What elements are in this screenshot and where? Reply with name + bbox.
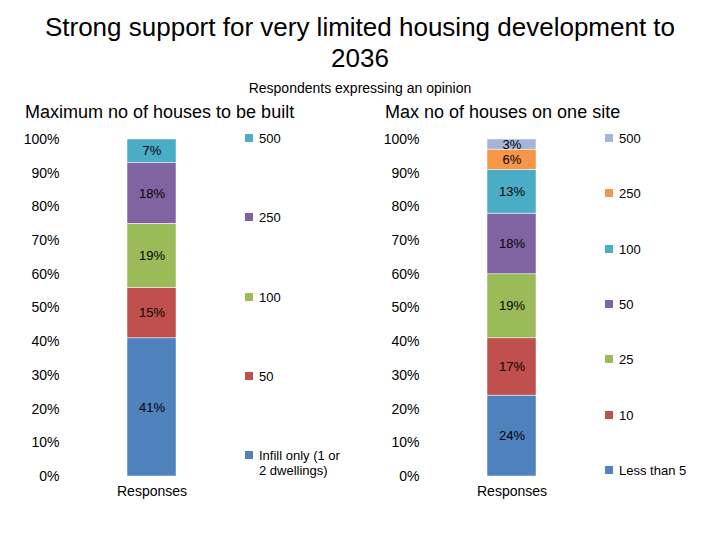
html-text:Max no of houses on one site: Max no of houses on one site <box>385 102 621 122</box>
svg-text:80%: 80% <box>391 198 419 214</box>
svg-text:24%: 24% <box>499 428 525 443</box>
svg-text:70%: 70% <box>391 232 419 248</box>
svg-text:40%: 40% <box>391 333 419 349</box>
svg-text:Responses: Responses <box>117 483 187 499</box>
html-text:50: 50 <box>619 297 634 312</box>
svg-text:60%: 60% <box>31 266 59 282</box>
svg-text:41%: 41% <box>139 400 165 415</box>
html-text:Less than 5: Less than 5 <box>619 463 687 478</box>
svg-text:80%: 80% <box>31 198 59 214</box>
html-text:500: 500 <box>619 131 641 146</box>
svg-text:19%: 19% <box>499 298 525 313</box>
html-text:100: 100 <box>259 289 281 305</box>
svg-text:17%: 17% <box>499 359 525 374</box>
svg-text:3%: 3% <box>503 137 522 152</box>
html-text:Infill only (1 or 2 dwellings): Infill only (1 or 2 dwellings) <box>259 448 340 478</box>
svg-text:20%: 20% <box>31 401 59 417</box>
svg-text:0%: 0% <box>399 468 419 484</box>
svg-text:100%: 100% <box>24 131 60 147</box>
svg-text:10%: 10% <box>391 434 419 450</box>
html-text:Respondents expressing an opin: Respondents expressing an opinion <box>248 80 472 96</box>
svg-text:50%: 50% <box>391 299 419 315</box>
svg-text:50%: 50% <box>31 299 59 315</box>
svg-text:30%: 30% <box>31 367 59 383</box>
svg-text:18%: 18% <box>139 186 165 201</box>
html-text:250: 250 <box>259 210 281 226</box>
html-text:Strong support for very limite: Strong support for very limited housing … <box>44 12 676 73</box>
svg-text:7%: 7% <box>143 143 162 158</box>
svg-text:100%: 100% <box>384 131 420 147</box>
svg-text:15%: 15% <box>139 305 165 320</box>
svg-text:Responses: Responses <box>477 483 547 499</box>
svg-text:19%: 19% <box>139 248 165 263</box>
html-text:50: 50 <box>259 368 274 384</box>
svg-text:20%: 20% <box>391 401 419 417</box>
svg-text:70%: 70% <box>31 232 59 248</box>
svg-text:18%: 18% <box>499 236 525 251</box>
svg-text:60%: 60% <box>391 266 419 282</box>
html-text:500: 500 <box>259 131 281 146</box>
svg-text:13%: 13% <box>499 184 525 199</box>
svg-text:6%: 6% <box>503 152 522 167</box>
svg-text:10%: 10% <box>31 434 59 450</box>
svg-text:0%: 0% <box>39 468 59 484</box>
html-text:100: 100 <box>619 241 641 257</box>
svg-text:30%: 30% <box>391 367 419 383</box>
svg-text:40%: 40% <box>31 333 59 349</box>
html-text:250: 250 <box>619 186 641 202</box>
html-text:10: 10 <box>619 407 634 423</box>
svg-text:90%: 90% <box>391 165 419 181</box>
html-text:Maximum no of houses to be bui: Maximum no of houses to be built <box>25 102 295 122</box>
svg-text:90%: 90% <box>31 165 59 181</box>
html-text:25: 25 <box>619 352 634 368</box>
